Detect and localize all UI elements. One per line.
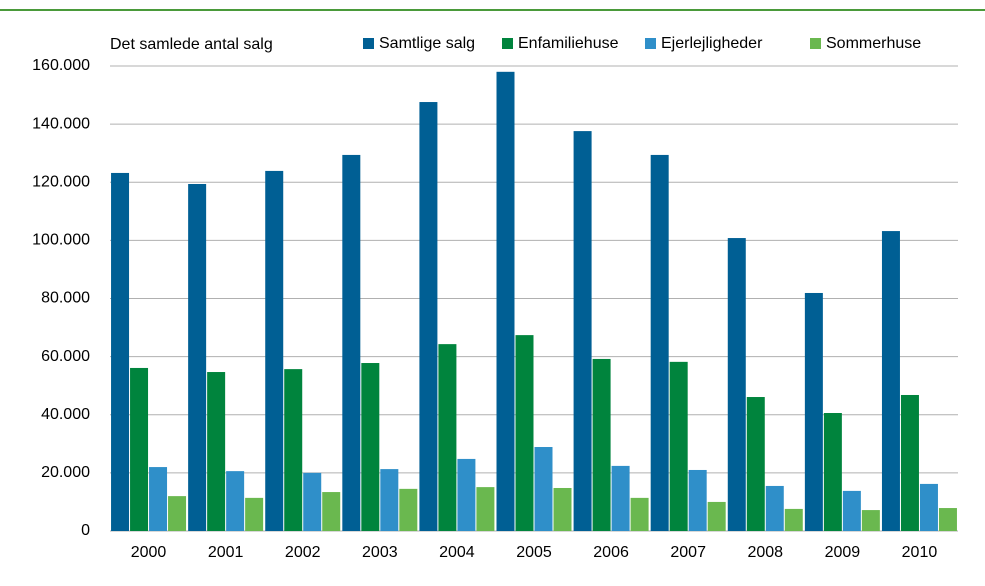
y-tick-label: 120.000 (32, 173, 90, 190)
bar (765, 485, 784, 531)
bar (130, 367, 149, 531)
x-tick-label: 2006 (593, 544, 629, 561)
bar (823, 413, 842, 531)
bar (188, 183, 207, 531)
x-tick-label: 2007 (670, 544, 706, 561)
y-tick-label: 160.000 (32, 57, 90, 74)
x-tick-label: 2005 (516, 544, 552, 561)
bar (650, 154, 669, 531)
y-tick-label: 80.000 (41, 290, 90, 307)
bar (842, 490, 861, 531)
x-tick-label: 2009 (825, 544, 861, 561)
bar (534, 447, 553, 531)
bar (611, 465, 630, 531)
x-tick-label: 2002 (285, 544, 321, 561)
bar (919, 483, 938, 531)
bar (573, 131, 592, 531)
bar (707, 501, 726, 531)
y-tick-label: 20.000 (41, 464, 90, 481)
bar (938, 508, 957, 531)
y-tick-label: 40.000 (41, 406, 90, 423)
bar (342, 154, 361, 531)
bar (861, 510, 880, 531)
bar (284, 369, 303, 531)
x-tick-label: 2008 (747, 544, 783, 561)
legend-label: Samtlige salg (379, 35, 475, 52)
y-tick-label: 0 (81, 522, 90, 539)
legend-swatch (502, 38, 513, 49)
legend-swatch (810, 38, 821, 49)
bar (322, 492, 341, 531)
bar (784, 508, 803, 531)
bar (669, 361, 688, 531)
bar (149, 467, 168, 531)
legend-swatch (645, 38, 656, 49)
y-tick-label: 60.000 (41, 348, 90, 365)
x-tick-label: 2000 (131, 544, 167, 561)
bar (207, 372, 226, 531)
bar (881, 231, 900, 531)
y-tick-label: 140.000 (32, 115, 90, 132)
bar (515, 335, 534, 531)
bar (303, 472, 322, 531)
bar (688, 469, 707, 531)
legend-swatch (363, 38, 374, 49)
legend-label: Sommerhuse (826, 35, 921, 52)
bar (438, 344, 457, 531)
y-axis-label: Det samlede antal salg (110, 36, 273, 53)
bar (592, 358, 611, 531)
bar (804, 292, 823, 531)
bar (399, 488, 418, 531)
bar (111, 172, 130, 531)
bar (265, 170, 284, 531)
legend-label: Ejerlejligheder (661, 35, 763, 52)
bar (900, 394, 919, 531)
bar (168, 496, 187, 531)
x-tick-label: 2010 (902, 544, 938, 561)
bar (476, 487, 495, 531)
bar (419, 102, 438, 531)
bar (553, 487, 572, 531)
bar (380, 469, 399, 531)
bar (245, 497, 264, 531)
bar (226, 471, 245, 531)
bar (746, 397, 765, 531)
y-tick-label: 100.000 (32, 232, 90, 249)
bar (361, 363, 380, 531)
bar (496, 71, 515, 531)
legend-label: Enfamiliehuse (518, 35, 619, 52)
bar (457, 458, 476, 531)
x-tick-label: 2001 (208, 544, 244, 561)
bar (630, 497, 649, 531)
x-tick-label: 2004 (439, 544, 475, 561)
bar (727, 238, 746, 532)
x-tick-label: 2003 (362, 544, 398, 561)
